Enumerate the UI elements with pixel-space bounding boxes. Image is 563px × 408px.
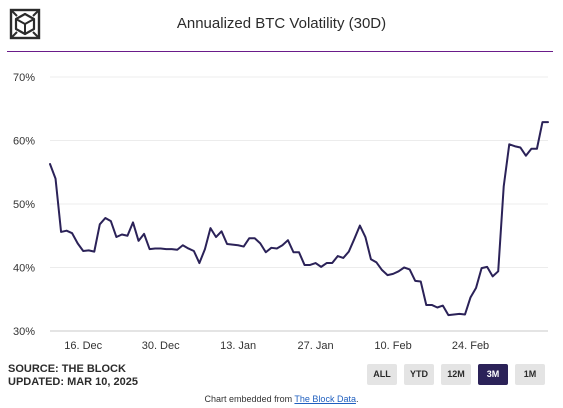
updated-label: UPDATED: MAR 10, 2025 — [8, 376, 138, 388]
x-tick-label: 10. Feb — [374, 340, 411, 352]
range-button-1m[interactable]: 1M — [515, 364, 545, 385]
range-selector: ALL YTD 12M 3M 1M — [367, 364, 545, 385]
y-tick-label: 60% — [13, 136, 35, 148]
range-button-3m[interactable]: 3M — [478, 364, 508, 385]
source-label: SOURCE: THE BLOCK — [8, 363, 126, 375]
x-tick-label: 24. Feb — [452, 340, 489, 352]
range-button-all[interactable]: ALL — [367, 364, 397, 385]
series-layer — [49, 121, 549, 317]
header-divider — [7, 51, 553, 52]
x-tick-label: 16. Dec — [64, 340, 102, 352]
x-tick-label: 30. Dec — [142, 340, 180, 352]
range-button-ytd[interactable]: YTD — [404, 364, 434, 385]
x-tick-label: 27. Jan — [298, 340, 334, 352]
y-axis-ticks: 30% 40% 50% 60% 70% — [13, 72, 35, 338]
embed-suffix: . — [355, 394, 359, 404]
the-block-data-link[interactable]: The Block Data — [294, 394, 356, 404]
range-button-12m[interactable]: 12M — [441, 364, 471, 385]
horizontal-gridlines — [50, 76, 548, 332]
x-tick-label: 13. Jan — [220, 340, 256, 352]
y-tick-label: 50% — [13, 199, 35, 211]
y-tick-label: 40% — [13, 263, 35, 275]
the-block-logo-icon — [8, 7, 42, 41]
embed-footer: Chart embedded from The Block Data. — [0, 394, 563, 404]
volatility-series-line — [49, 121, 549, 317]
source-note: SOURCE: THE BLOCK UPDATED: MAR 10, 2025 — [8, 363, 138, 389]
embed-prefix: Chart embedded from — [204, 394, 295, 404]
y-tick-label: 70% — [13, 72, 35, 84]
y-tick-label: 30% — [13, 326, 35, 338]
chart-title: Annualized BTC Volatility (30D) — [176, 15, 387, 32]
volatility-line-chart: 30% 40% 50% 60% 70% 16. Dec 30. Dec 13. Jan 27.… — [13, 72, 549, 352]
x-axis-ticks: 16. Dec 30. Dec 13. Jan 27. Jan 10. Feb 24. F… — [64, 340, 489, 352]
